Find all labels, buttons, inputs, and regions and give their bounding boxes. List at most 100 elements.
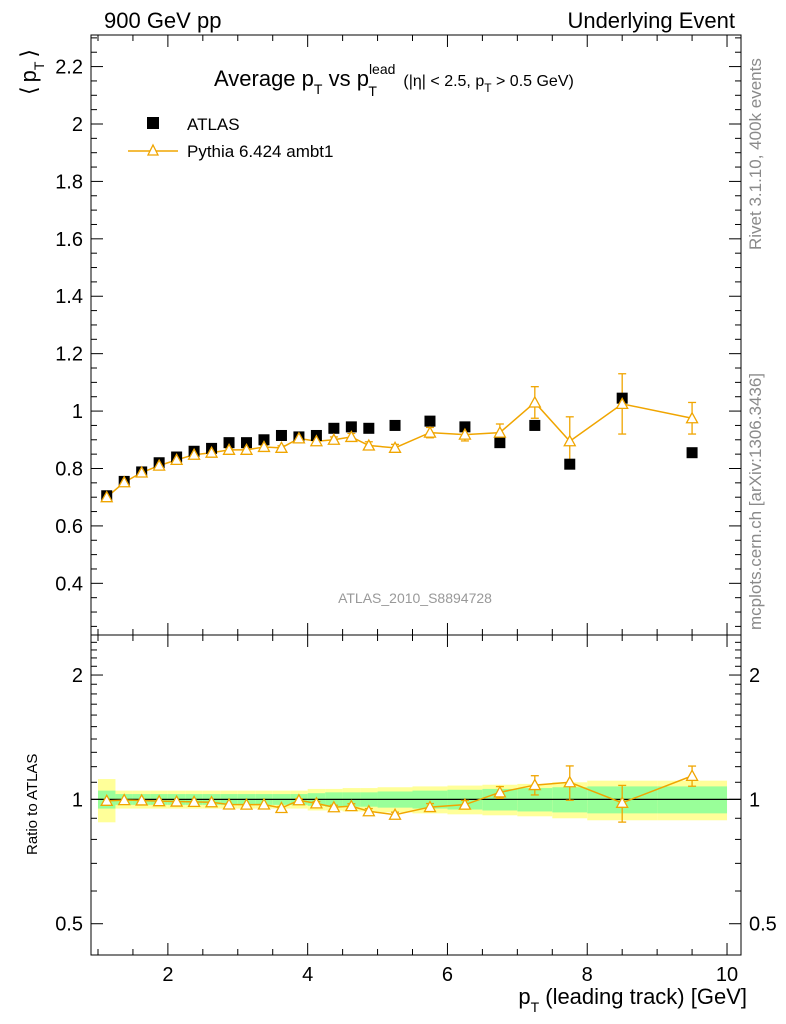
title-sub-c: T <box>484 81 492 95</box>
ratio-mc-point <box>563 775 577 788</box>
title-part-b: vs p <box>322 66 368 91</box>
title-part-a: Average p <box>214 66 314 91</box>
ratio-mc-point <box>257 797 271 810</box>
mc-data-point <box>344 430 358 443</box>
x-axis-label: pT (leading track) [GeV] <box>518 984 747 1015</box>
header-right-label: Underlying Event <box>567 8 735 33</box>
mc-data-point <box>170 453 184 466</box>
title-sub-b: T <box>368 83 377 99</box>
mc-data-point <box>528 395 542 408</box>
mc-data-point <box>493 425 507 438</box>
main-ytick-label: 1.8 <box>55 171 83 193</box>
ratio-ticks: 0.5 0.5 1 1 2 2 2 4 6 8 10 <box>55 635 777 986</box>
ratio-mc-point <box>187 795 201 808</box>
mc-data-point <box>685 411 699 424</box>
ratio-mc-point <box>117 793 131 806</box>
atlas-data-point <box>494 437 506 449</box>
mc-data-point <box>135 465 149 478</box>
atlas-data-point <box>258 434 270 446</box>
mc-data-point <box>458 427 472 440</box>
ratio-marks <box>100 765 699 823</box>
title-sup-b: lead <box>369 61 395 77</box>
mc-data-point <box>152 458 166 471</box>
ratio-mc-point <box>493 785 507 798</box>
mc-data-point <box>563 434 577 447</box>
rivet-version-label: Rivet 3.1.10, 400k events <box>746 58 765 250</box>
main-ytick-label: 1.6 <box>55 229 83 251</box>
atlas-data-point <box>389 419 401 431</box>
ratio-ytick-label-right: 2 <box>749 665 760 687</box>
xlabel-rest: (leading track) [GeV] <box>539 984 747 1009</box>
ratio-ytick-label: 0.5 <box>55 914 83 936</box>
atlas-data-point <box>345 421 357 433</box>
mc-data-point <box>100 490 114 503</box>
x-tick-label: 10 <box>716 964 738 986</box>
main-ytick-label: 2.2 <box>55 57 83 79</box>
mc-data-point <box>327 432 341 445</box>
ratio-ytick-label-right: 1 <box>749 789 760 811</box>
atlas-data-point <box>363 422 375 434</box>
ratio-mc-point <box>309 796 324 809</box>
mcplots-label: mcplots.cern.ch [arXiv:1306.3436] <box>746 373 765 630</box>
ratio-mc-point <box>423 800 437 813</box>
title-part-d: > 0.5 GeV) <box>492 73 574 90</box>
legend-marker-atlas <box>147 117 159 129</box>
mc-data-point <box>257 440 271 453</box>
atlas-data-point <box>529 419 541 431</box>
legend-label-atlas: ATLAS <box>187 115 240 134</box>
atlas-data-point <box>564 458 576 470</box>
main-ytick-label: 0.8 <box>55 458 83 480</box>
atlas-data-point <box>275 429 287 441</box>
atlas-data-point <box>686 447 698 459</box>
main-ytick-label: 1.2 <box>55 344 83 366</box>
mc-data-point <box>423 425 437 438</box>
ratio-mc-point <box>458 797 472 810</box>
mc-data-point <box>239 442 254 455</box>
mc-data-point <box>292 431 306 444</box>
legend-label-mc: Pythia 6.424 ambt1 <box>187 142 333 161</box>
ratio-panel: 0.5 0.5 1 1 2 2 2 4 6 8 10 Ratio to ATLAS pT (lead… <box>24 634 777 1015</box>
header-left-label: 900 GeV pp <box>104 8 221 33</box>
ratio-ytick-label: 2 <box>72 665 83 687</box>
main-ticks: 0.4 0.6 0.8 1 1.2 1.4 1.6 1.8 2 2.2 <box>55 35 741 635</box>
mc-data-point <box>222 442 236 455</box>
ratio-mc-point <box>327 800 341 813</box>
mc-data-point <box>615 397 629 410</box>
ratio-mc-point <box>615 795 629 808</box>
atlas-data-point <box>424 415 436 427</box>
main-ytick-label: 0.4 <box>55 573 83 595</box>
x-tick-label: 8 <box>582 964 593 986</box>
ratio-mc-point <box>204 795 219 808</box>
mc-data-point <box>309 434 324 447</box>
ratio-mc-point <box>135 793 149 806</box>
xlabel-sub: T <box>531 999 540 1015</box>
ratio-mc-point <box>274 801 289 814</box>
ratio-ytick-label: 1 <box>72 789 83 811</box>
mc-data-point <box>117 475 131 488</box>
mc-data-point <box>187 447 201 460</box>
legend-marker-mc <box>146 143 160 156</box>
xlabel-p: p <box>518 984 530 1009</box>
ylabel-sub: T <box>31 61 47 70</box>
ratio-mc-point <box>344 799 358 812</box>
main-ytick-label: 1 <box>72 401 83 423</box>
x-tick-label: 4 <box>302 964 313 986</box>
watermark: ATLAS_2010_S8894728 <box>338 590 492 606</box>
mc-data-point <box>362 438 376 451</box>
ratio-mc-point <box>100 793 114 806</box>
mc-data-point <box>204 445 219 458</box>
main-ytick-label: 1.4 <box>55 286 83 308</box>
ratio-mc-point <box>685 769 699 782</box>
ratio-mc-point <box>362 804 376 817</box>
mc-data-point <box>274 440 289 453</box>
ylabel-p: p <box>16 70 41 82</box>
ylabel-close: ⟩ <box>16 49 41 58</box>
x-tick-label: 6 <box>442 964 453 986</box>
ratio-mc-point <box>388 807 402 820</box>
ratio-frame <box>90 634 742 956</box>
ratio-mc-point <box>239 797 254 810</box>
main-marks <box>100 373 699 503</box>
title-sub-a: T <box>314 81 323 97</box>
ratio-mc-point <box>170 794 184 807</box>
